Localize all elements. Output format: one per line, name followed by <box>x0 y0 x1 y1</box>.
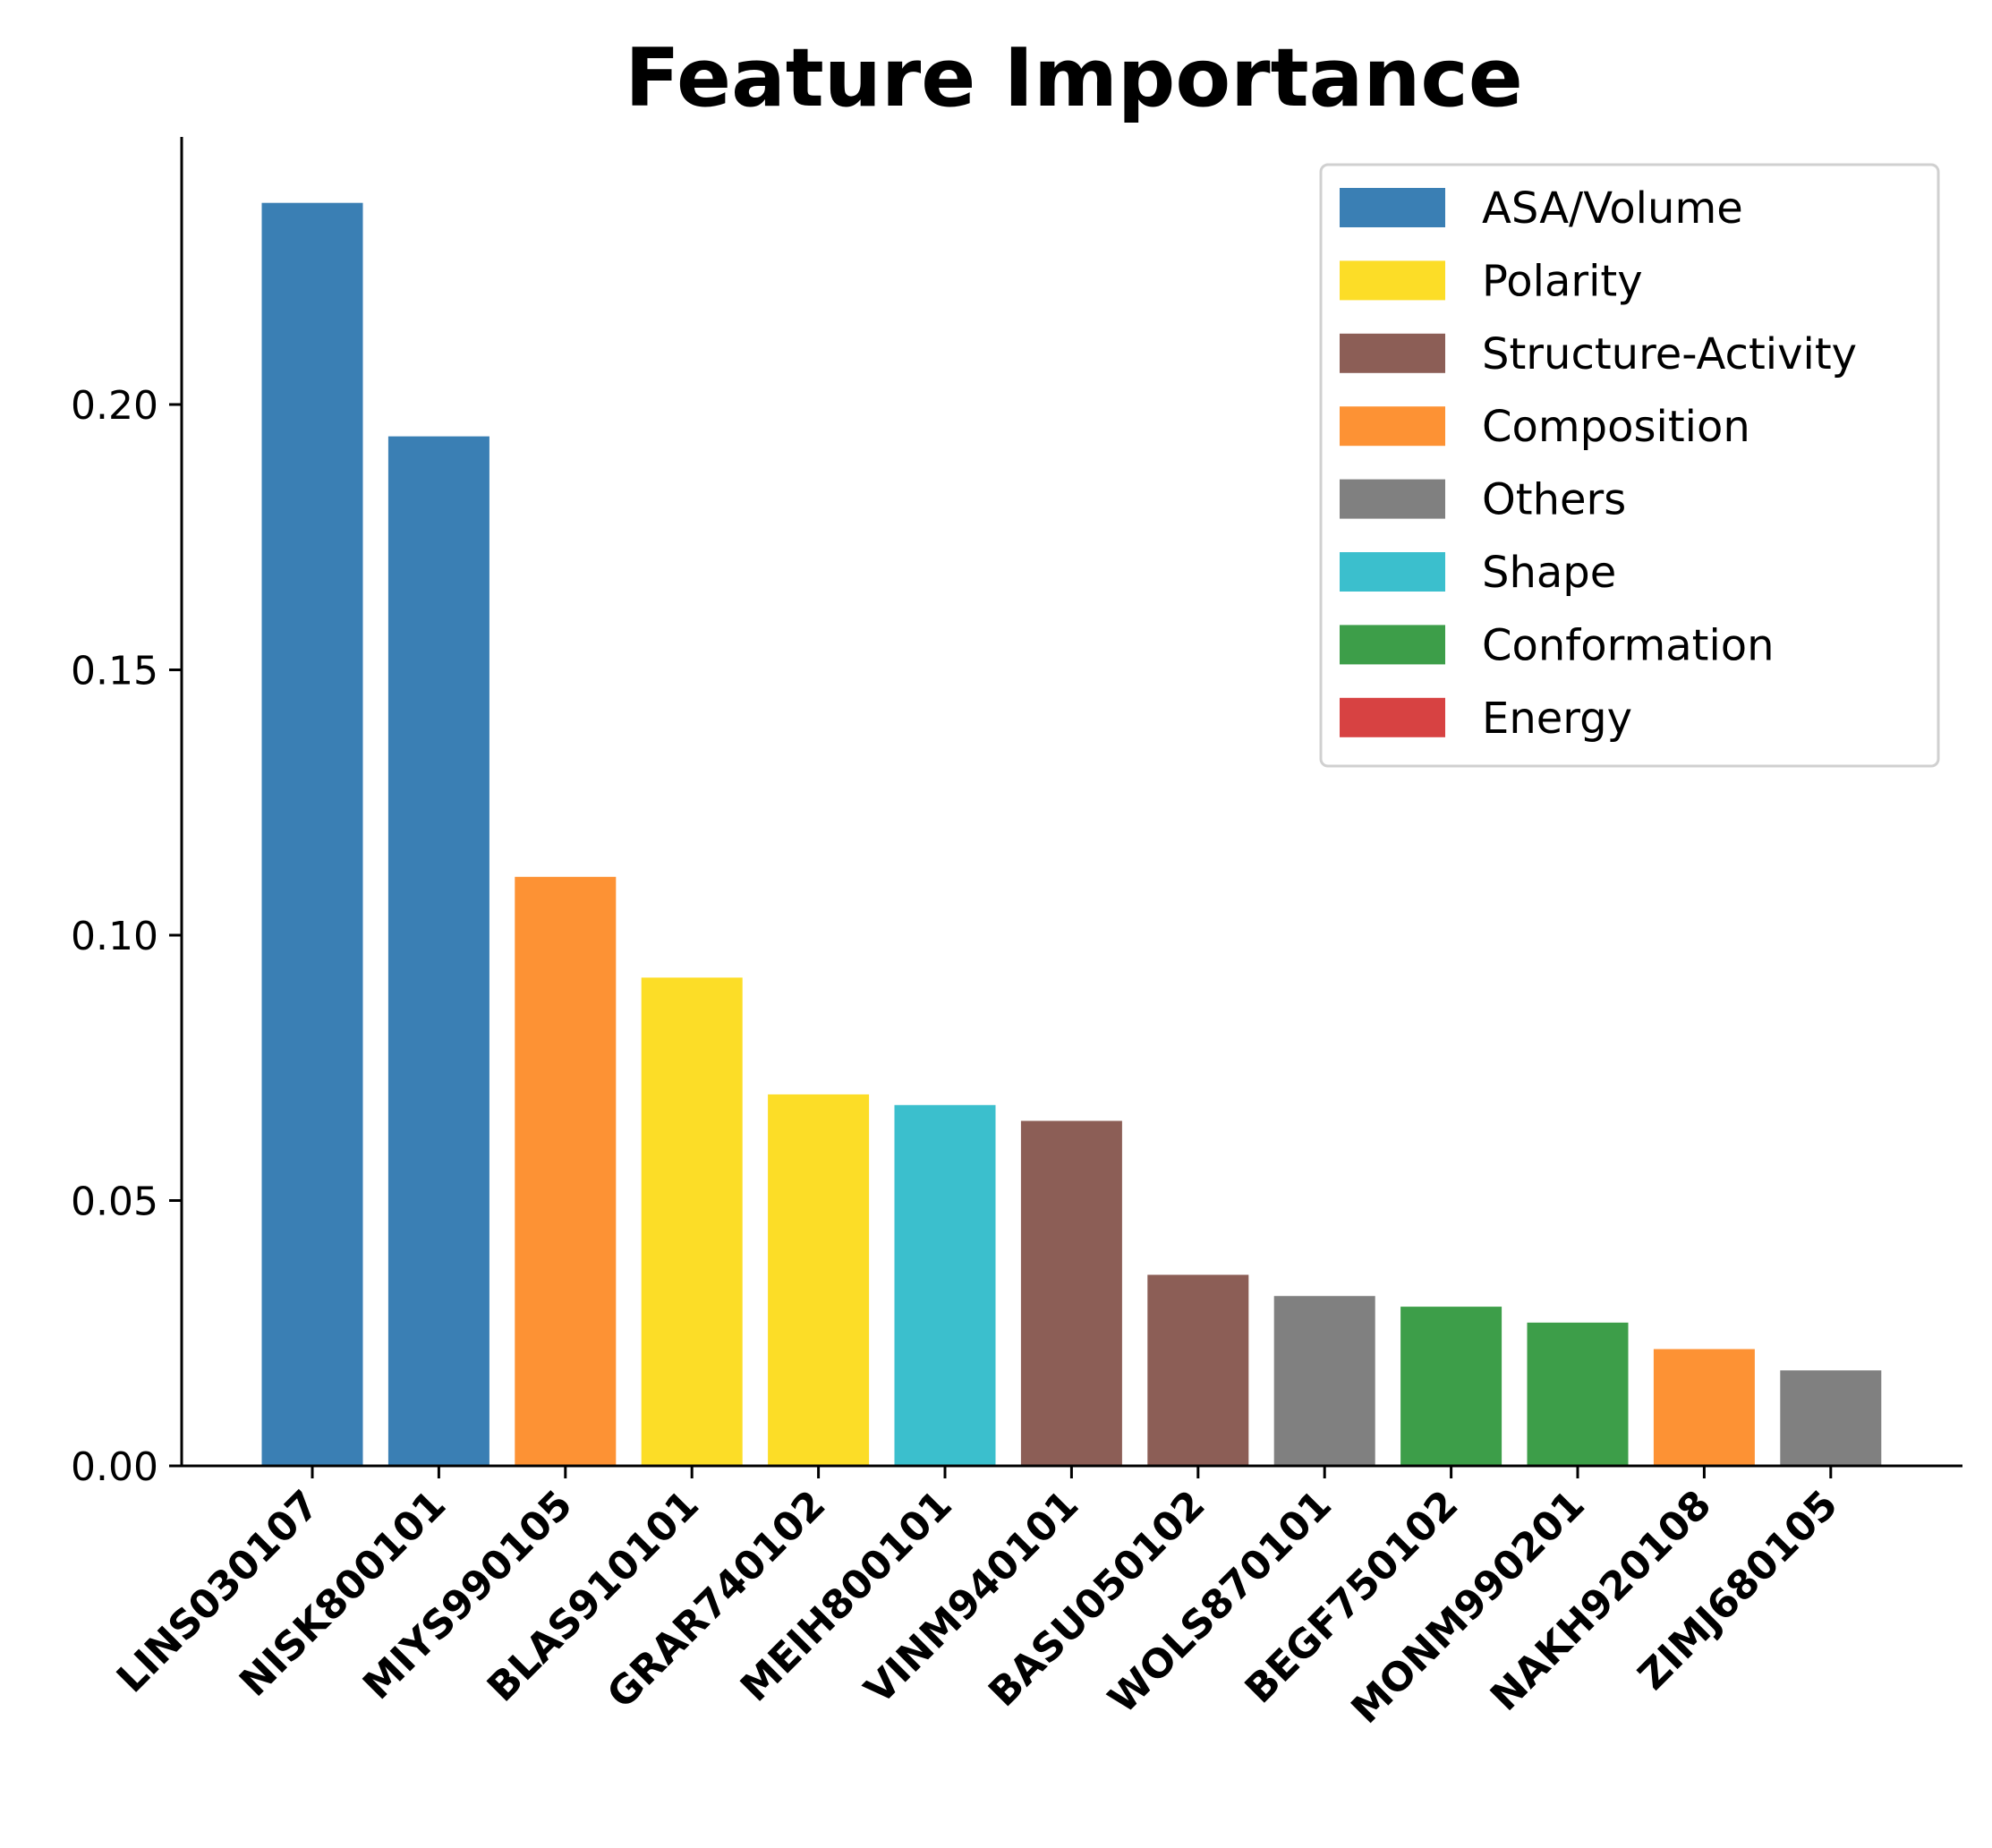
bar-nisk800101 <box>387 436 489 1467</box>
x-tick-label: WOLS870101 <box>1100 1482 1341 1723</box>
legend-label: ASA/Volume <box>1482 183 1743 234</box>
bar-zimj680105 <box>1780 1370 1882 1466</box>
legend-label: Energy <box>1482 694 1632 744</box>
y-tick-label: 0.00 <box>71 1444 158 1490</box>
x-tick-label: BLAS910101 <box>479 1482 708 1711</box>
x-ticks: LINS030107NISK800101MIYS990105BLAS910101… <box>108 1466 1847 1733</box>
legend-swatch-asa-volume <box>1340 188 1445 227</box>
x-tick-label: GRAR740102 <box>599 1482 834 1717</box>
y-tick-label: 0.05 <box>71 1179 158 1225</box>
legend-label: Others <box>1482 475 1626 525</box>
bars-layer <box>261 202 1882 1467</box>
x-tick-label: VINM940101 <box>856 1482 1088 1714</box>
bar-vinm940101 <box>1020 1120 1122 1466</box>
legend-frame <box>1319 163 1940 768</box>
bar-nakh920108 <box>1653 1349 1755 1466</box>
legend-swatch-conformation <box>1340 625 1445 665</box>
bar-meih800101 <box>894 1104 996 1466</box>
legend-label: Polarity <box>1482 256 1643 306</box>
y-tick-label: 0.15 <box>71 649 158 694</box>
bar-basu050102 <box>1147 1274 1249 1466</box>
y-tick-label: 0.10 <box>71 914 158 959</box>
chart-title: Feature Importance <box>625 31 1523 125</box>
legend-swatch-others <box>1340 479 1445 519</box>
bar-wols870101 <box>1273 1296 1375 1466</box>
legend-swatch-structure-activity <box>1340 333 1445 373</box>
y-tick-label: 0.20 <box>71 383 158 429</box>
legend-swatch-polarity <box>1340 260 1445 301</box>
legend-label: Structure-Activity <box>1482 329 1857 379</box>
bar-miys990105 <box>515 876 617 1466</box>
bar-begf750102 <box>1400 1307 1503 1466</box>
x-tick-label: BEGF750102 <box>1237 1482 1468 1713</box>
legend-swatch-composition <box>1340 406 1445 447</box>
legend: ASA/Volume Polarity Structure-Activity Comp… <box>1319 163 1940 768</box>
bar-lins030107 <box>261 202 363 1467</box>
legend-swatch-shape <box>1340 552 1445 592</box>
legend-swatch-energy <box>1340 697 1445 737</box>
legend-label: Composition <box>1482 402 1750 452</box>
bar-grar740102 <box>768 1094 870 1466</box>
x-tick-label: BASU050102 <box>980 1482 1213 1716</box>
x-tick-label: NAKH920108 <box>1482 1482 1720 1720</box>
legend-label: Shape <box>1482 548 1616 598</box>
bar-blas910101 <box>641 977 743 1466</box>
bar-monm990201 <box>1527 1322 1629 1466</box>
legend-label: Conformation <box>1482 620 1775 670</box>
x-tick-label: MEIH800101 <box>732 1482 961 1711</box>
y-ticks: 0.00 0.05 0.10 0.15 0.20 <box>71 383 182 1490</box>
x-tick-label: MONM990201 <box>1342 1482 1593 1733</box>
